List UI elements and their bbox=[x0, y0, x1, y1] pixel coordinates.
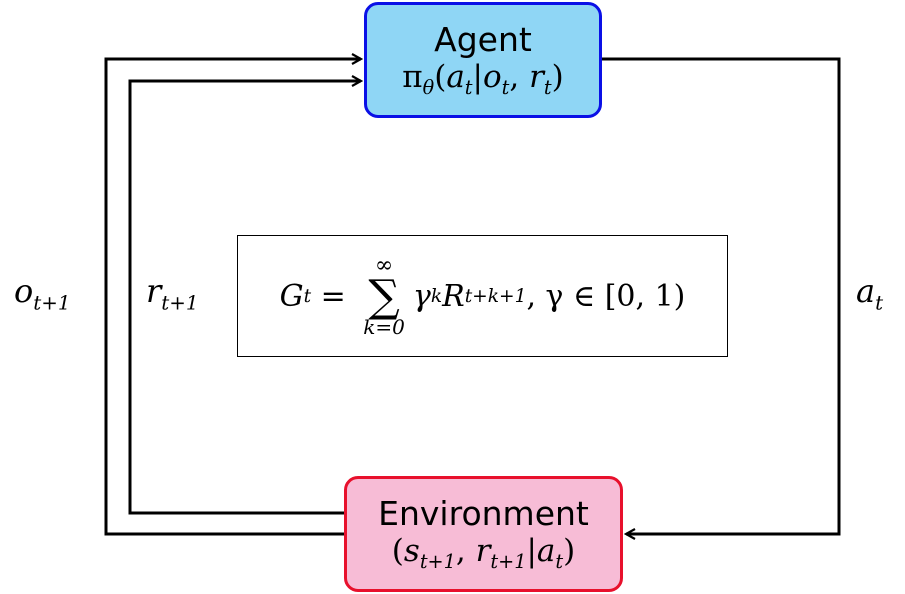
agent-box: Agent πθ(at|ot, rt) bbox=[364, 2, 602, 118]
summation-symbol: ∞ ∑ k=0 bbox=[363, 253, 405, 339]
reward-arrow bbox=[128, 81, 361, 515]
observation-label: ot+1 bbox=[14, 272, 71, 315]
environment-box: Environment (st+1, rt+1|at) bbox=[344, 476, 623, 592]
reward-label: rt+1 bbox=[146, 272, 199, 315]
environment-dynamics: (st+1, rt+1|at) bbox=[391, 532, 576, 574]
action-label: at bbox=[856, 272, 884, 315]
agent-policy: πθ(at|ot, rt) bbox=[402, 58, 564, 100]
action-arrow bbox=[602, 57, 841, 534]
environment-title: Environment bbox=[378, 493, 589, 533]
agent-title: Agent bbox=[434, 19, 532, 59]
observation-arrow bbox=[104, 59, 361, 536]
